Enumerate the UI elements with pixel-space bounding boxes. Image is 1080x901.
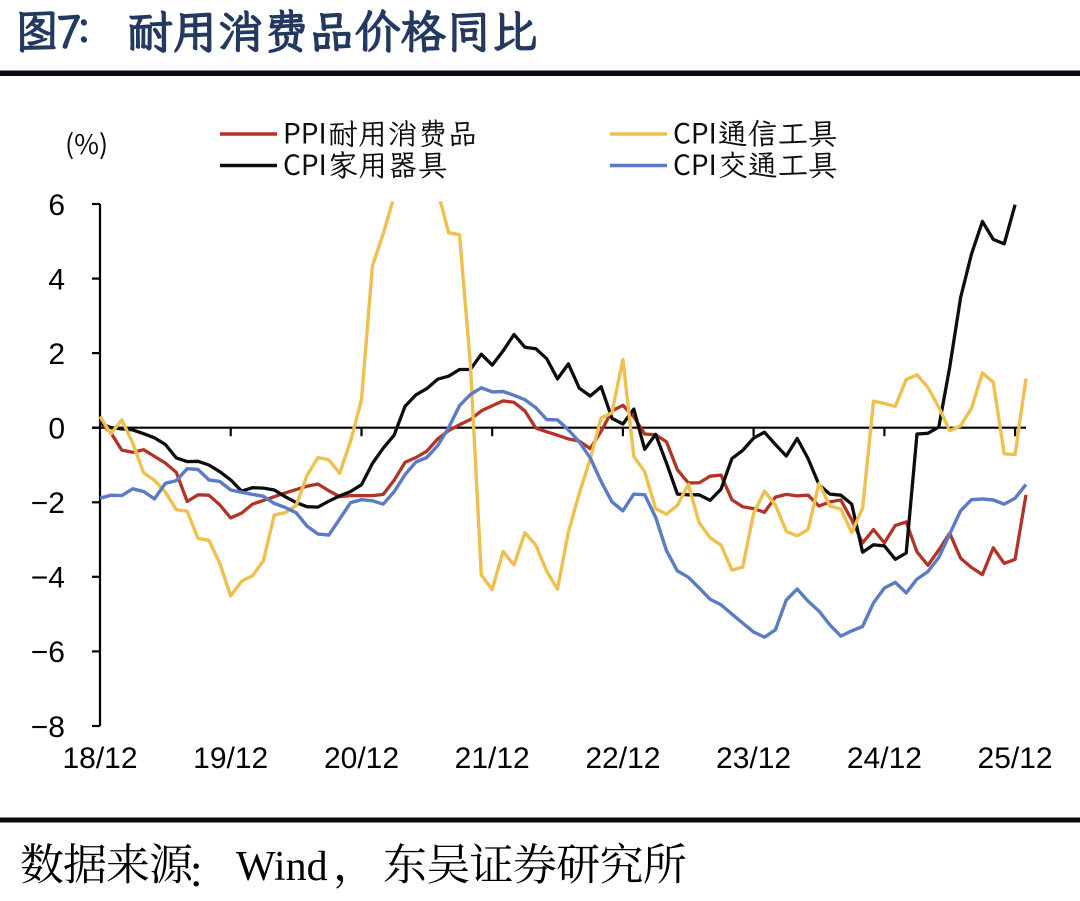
svg-text:19/12: 19/12 — [193, 742, 268, 775]
svg-text:23/12: 23/12 — [716, 742, 791, 775]
svg-text:25/12: 25/12 — [978, 742, 1053, 775]
svg-text:0: 0 — [48, 413, 65, 446]
svg-text:−4: −4 — [31, 562, 65, 595]
svg-text:2: 2 — [48, 338, 65, 371]
svg-text:Wind: Wind — [236, 844, 328, 890]
svg-text:24/12: 24/12 — [847, 742, 922, 775]
svg-text:−6: −6 — [31, 636, 65, 669]
svg-text:22/12: 22/12 — [585, 742, 660, 775]
svg-text:6: 6 — [48, 189, 65, 222]
svg-text:20/12: 20/12 — [324, 742, 399, 775]
svg-text:−8: −8 — [31, 711, 65, 744]
svg-text:4: 4 — [48, 263, 65, 296]
svg-text:−2: −2 — [31, 487, 65, 520]
svg-text:21/12: 21/12 — [455, 742, 530, 775]
svg-text:18/12: 18/12 — [62, 742, 137, 775]
